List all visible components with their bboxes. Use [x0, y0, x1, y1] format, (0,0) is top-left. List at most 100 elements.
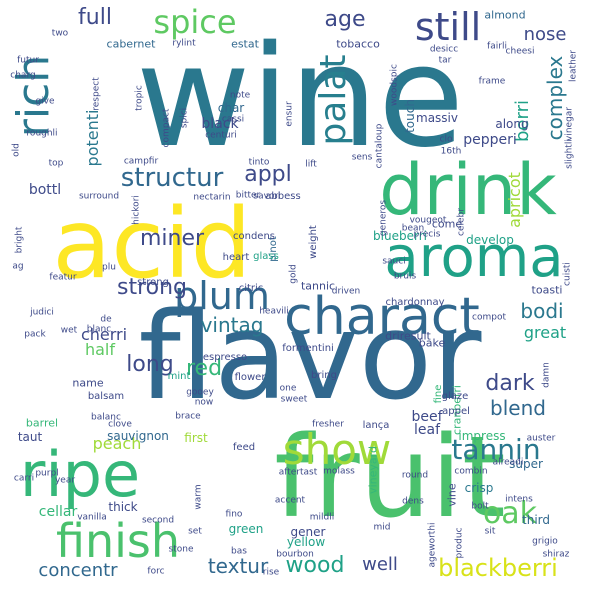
- cloud-word-blueberri: blueberri: [373, 229, 427, 243]
- cloud-word-strong: strong: [116, 275, 188, 300]
- cloud-word-shiraz: shiraz: [542, 549, 570, 560]
- cloud-word-celebr: celebr: [456, 208, 467, 236]
- cloud-word-wet: wet: [60, 325, 78, 336]
- cloud-word-strong2: strong: [137, 277, 169, 288]
- cloud-word-fino: fino: [225, 509, 243, 520]
- cloud-word-blackberri: blackberri: [438, 554, 558, 582]
- cloud-word-compact: compact: [161, 108, 172, 148]
- cloud-word-apricot: apricot: [505, 172, 524, 228]
- cloud-word-lanca: lança: [362, 420, 390, 431]
- cloud-word-gooey: gooey: [186, 387, 214, 398]
- cloud-word-still: still: [414, 5, 482, 49]
- cloud-word-brace: brace: [175, 411, 201, 422]
- cloud-word-generos: generos: [378, 199, 389, 237]
- cloud-word-vintag: vintag: [200, 313, 264, 337]
- cloud-word-estat: estat: [231, 37, 259, 51]
- cloud-word-grigio: grigio: [532, 536, 558, 547]
- cloud-word-sens: sens: [351, 152, 373, 163]
- cloud-word-dark: dark: [485, 371, 535, 396]
- cloud-word-vanilla: vanilla: [77, 512, 107, 523]
- cloud-word-alreadi: alreadi: [492, 457, 524, 468]
- cloud-word-frame: frame: [478, 76, 506, 87]
- cloud-word-barrel: barrel: [25, 416, 59, 430]
- cloud-word-surround: surround: [78, 191, 120, 202]
- cloud-word-featur: featur: [49, 272, 77, 283]
- cloud-word-wine: wine: [135, 16, 465, 179]
- cloud-word-respect: respect: [91, 77, 102, 111]
- cloud-word-note: note: [229, 90, 251, 101]
- cloud-word-flower: flower: [234, 372, 266, 383]
- cloud-word-damn: damn: [541, 362, 552, 388]
- cloud-word-aftertast: aftertast: [278, 467, 318, 478]
- cloud-word-bitter: bitter: [235, 190, 261, 201]
- cloud-word-heart: heart: [222, 252, 250, 263]
- cloud-word-rylint: rylint: [172, 38, 196, 49]
- cloud-word-charg: charg: [10, 70, 36, 81]
- cloud-word-vineyard: vineyard: [366, 446, 380, 494]
- cloud-word-sweet: sweet: [280, 394, 308, 405]
- cloud-word-wood: wood: [285, 553, 345, 578]
- cloud-word-dririsult: driresult: [385, 329, 431, 343]
- cloud-word-clove: clove: [108, 419, 132, 430]
- cloud-word-first: first: [184, 431, 208, 445]
- cloud-word-third: third: [522, 513, 550, 527]
- cloud-word-sit: sit: [484, 526, 496, 537]
- cloud-word-formentini: formentini: [282, 343, 334, 354]
- cloud-word-vine: vine: [445, 483, 459, 507]
- cloud-word-impress: impress: [458, 429, 506, 443]
- cloud-word-tropic: tropic: [134, 85, 145, 111]
- cloud-word-green: green: [228, 522, 264, 536]
- cloud-word-compot: compot: [472, 312, 506, 323]
- cloud-word-cellar: cellar: [38, 504, 78, 520]
- cloud-word-chardonnay: chardonnay: [385, 297, 445, 308]
- cloud-word-espresso: espresso: [202, 352, 248, 363]
- cloud-word-carri: carri: [13, 473, 35, 484]
- cloud-word-lift: lift: [305, 159, 317, 170]
- cloud-word-set: set: [188, 526, 202, 537]
- cloud-word-pepperi: pepperi: [463, 132, 517, 148]
- cloud-word-glaze: glaze: [441, 391, 469, 402]
- cloud-word-beef: beef: [411, 409, 443, 425]
- cloud-word-de: de: [100, 314, 112, 325]
- cloud-word-touch: touch: [403, 99, 417, 133]
- cloud-word-flavor: flavor: [138, 288, 482, 427]
- cloud-word-accent: accent: [274, 495, 306, 506]
- cloud-word-come: come: [431, 217, 463, 231]
- cloud-word-taut: taut: [17, 430, 43, 444]
- cloud-word-super: super: [509, 457, 543, 471]
- cloud-word-feed: feed: [232, 442, 256, 453]
- cloud-word-heavili: heavili: [259, 306, 289, 317]
- cloud-word-cheesi: cheesi: [505, 46, 535, 57]
- cloud-word-pack: pack: [24, 329, 46, 340]
- cloud-word-purpl: purpl: [35, 468, 59, 479]
- cloud-word-tannic: tannic: [300, 279, 336, 293]
- cloud-word-blend: blend: [490, 396, 546, 420]
- cloud-word-bake: bake: [418, 336, 446, 350]
- cloud-word-vougeot: vougeot: [409, 215, 447, 226]
- cloud-word-old: old: [11, 143, 22, 157]
- cloud-word-toasti: toasti: [531, 283, 563, 297]
- cloud-word-roughli: roughli: [26, 128, 58, 139]
- cloud-word-plu: plu: [102, 262, 116, 273]
- cloud-word-aroma: aroma: [384, 225, 564, 290]
- cloud-word-structur: structur: [120, 163, 224, 193]
- cloud-word-condens: condens: [232, 231, 276, 242]
- cloud-word-blanc: blanc: [86, 324, 112, 335]
- cloud-word-yellow: yellow: [286, 535, 326, 549]
- cloud-word-bas: bas: [231, 546, 247, 557]
- cloud-word-ripe: ripe: [19, 438, 141, 511]
- cloud-word-complex: complex: [543, 55, 567, 141]
- cloud-word-warm: warm: [193, 484, 204, 510]
- cloud-word-ensur: ensur: [284, 101, 295, 127]
- cloud-word-hickori: hickori: [131, 195, 142, 225]
- cloud-word-along: along: [495, 117, 529, 131]
- cloud-word-plum: plum: [174, 274, 270, 318]
- cloud-word-char: char: [217, 101, 245, 115]
- cloud-word-glass: glass: [253, 251, 279, 262]
- cloud-word-tobacco: tobacco: [336, 37, 380, 51]
- cloud-word-textur: textur: [207, 554, 269, 578]
- cloud-word-second: second: [141, 515, 175, 526]
- cloud-word-full: full: [78, 5, 112, 30]
- cloud-word-judici: judici: [30, 307, 54, 318]
- cloud-word-bean: bean: [401, 223, 425, 234]
